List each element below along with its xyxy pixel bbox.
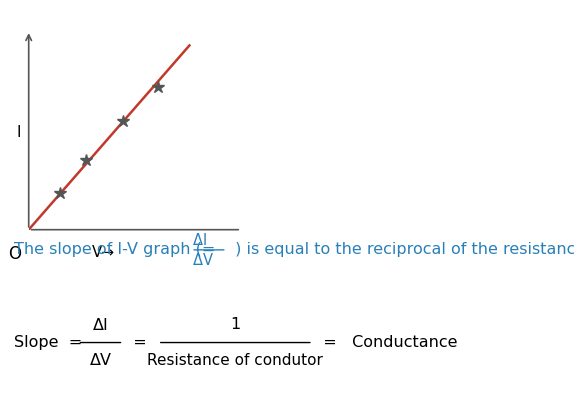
Text: $\mathregular{\Delta V}$: $\mathregular{\Delta V}$ xyxy=(192,252,214,268)
Text: I: I xyxy=(16,125,21,140)
Text: $\mathregular{\Delta I}$: $\mathregular{\Delta I}$ xyxy=(192,232,207,248)
Text: ) is equal to the reciprocal of the resistance of the conductor, i.e.: ) is equal to the reciprocal of the resi… xyxy=(230,242,574,257)
Text: =   Conductance: = Conductance xyxy=(313,335,457,350)
Text: The slope of I-V graph (=: The slope of I-V graph (= xyxy=(14,242,221,257)
Text: Resistance of condutor: Resistance of condutor xyxy=(148,353,323,368)
Text: $\mathregular{\Delta I}$: $\mathregular{\Delta I}$ xyxy=(92,317,108,333)
Text: V→: V→ xyxy=(92,245,115,260)
Text: =: = xyxy=(123,335,157,350)
Text: O: O xyxy=(8,245,21,263)
Text: $\mathregular{\Delta V}$: $\mathregular{\Delta V}$ xyxy=(88,352,113,368)
Text: Slope  =: Slope = xyxy=(14,335,88,350)
Text: 1: 1 xyxy=(230,317,241,332)
